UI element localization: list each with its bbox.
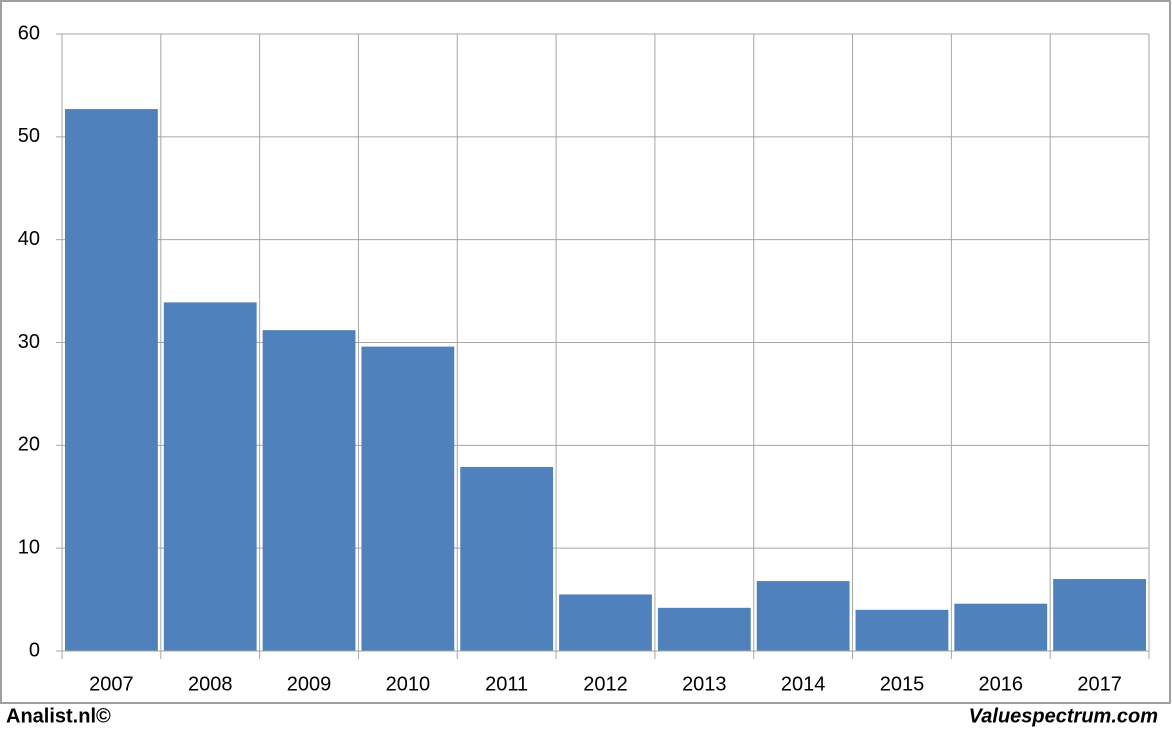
y-tick-label: 0 [29, 639, 40, 661]
x-tick-label: 2012 [583, 673, 628, 695]
credit-left: Analist.nl© [6, 705, 111, 727]
bar [954, 603, 1048, 651]
x-tick-label: 2014 [781, 673, 826, 695]
bar [361, 346, 455, 651]
bar [460, 466, 554, 651]
bar [855, 609, 949, 651]
bar [657, 607, 751, 651]
x-tick-label: 2010 [386, 673, 431, 695]
x-tick-label: 2007 [89, 673, 134, 695]
x-tick-label: 2009 [287, 673, 332, 695]
x-tick-label: 2013 [682, 673, 727, 695]
credit-right: Valuespectrum.com [969, 705, 1158, 727]
bar [559, 594, 652, 651]
x-tick-label: 2016 [979, 673, 1024, 695]
y-tick-label: 60 [18, 22, 40, 44]
y-tick-label: 30 [18, 331, 40, 353]
bar [65, 109, 158, 651]
bar [1053, 579, 1146, 651]
y-tick-label: 40 [18, 228, 40, 250]
y-tick-label: 10 [18, 536, 40, 558]
bar [756, 581, 850, 651]
y-tick-label: 20 [18, 434, 40, 456]
bar [163, 302, 257, 651]
x-tick-label: 2011 [485, 673, 528, 695]
bar [262, 330, 356, 651]
x-tick-label: 2017 [1077, 673, 1122, 695]
y-tick-label: 50 [18, 125, 40, 147]
x-tick-label: 2015 [880, 673, 925, 695]
x-tick-label: 2008 [188, 673, 233, 695]
